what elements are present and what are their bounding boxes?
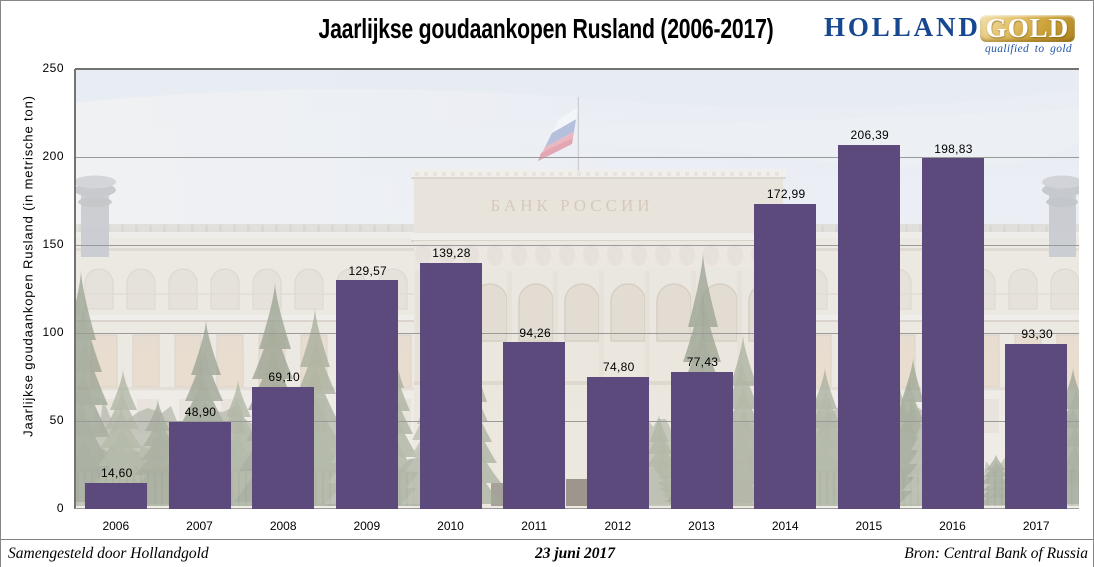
svg-text:БАНК РОССИИ: БАНК РОССИИ <box>490 196 653 215</box>
